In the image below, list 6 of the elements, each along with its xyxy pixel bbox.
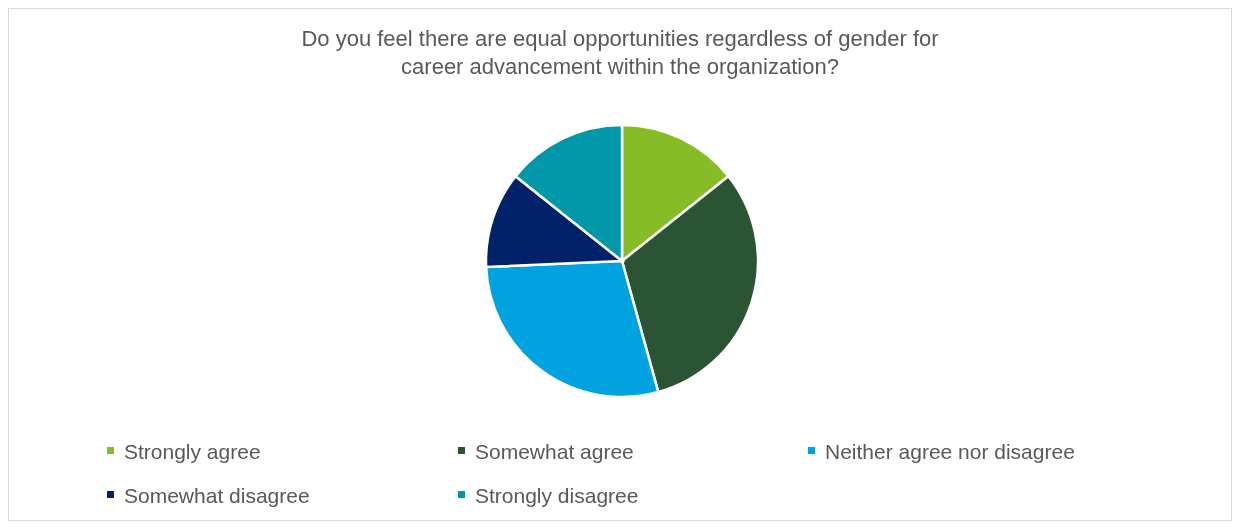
legend-label: Neither agree nor disagree [825, 439, 1075, 463]
legend-label: Strongly disagree [475, 483, 639, 507]
legend-label: Strongly agree [124, 439, 261, 463]
legend-label: Somewhat agree [475, 439, 634, 463]
legend-label: Somewhat disagree [124, 483, 310, 507]
chart-title: Do you feel there are equal opportunities regardless of gender for career advancement within the organization? [301, 26, 939, 79]
